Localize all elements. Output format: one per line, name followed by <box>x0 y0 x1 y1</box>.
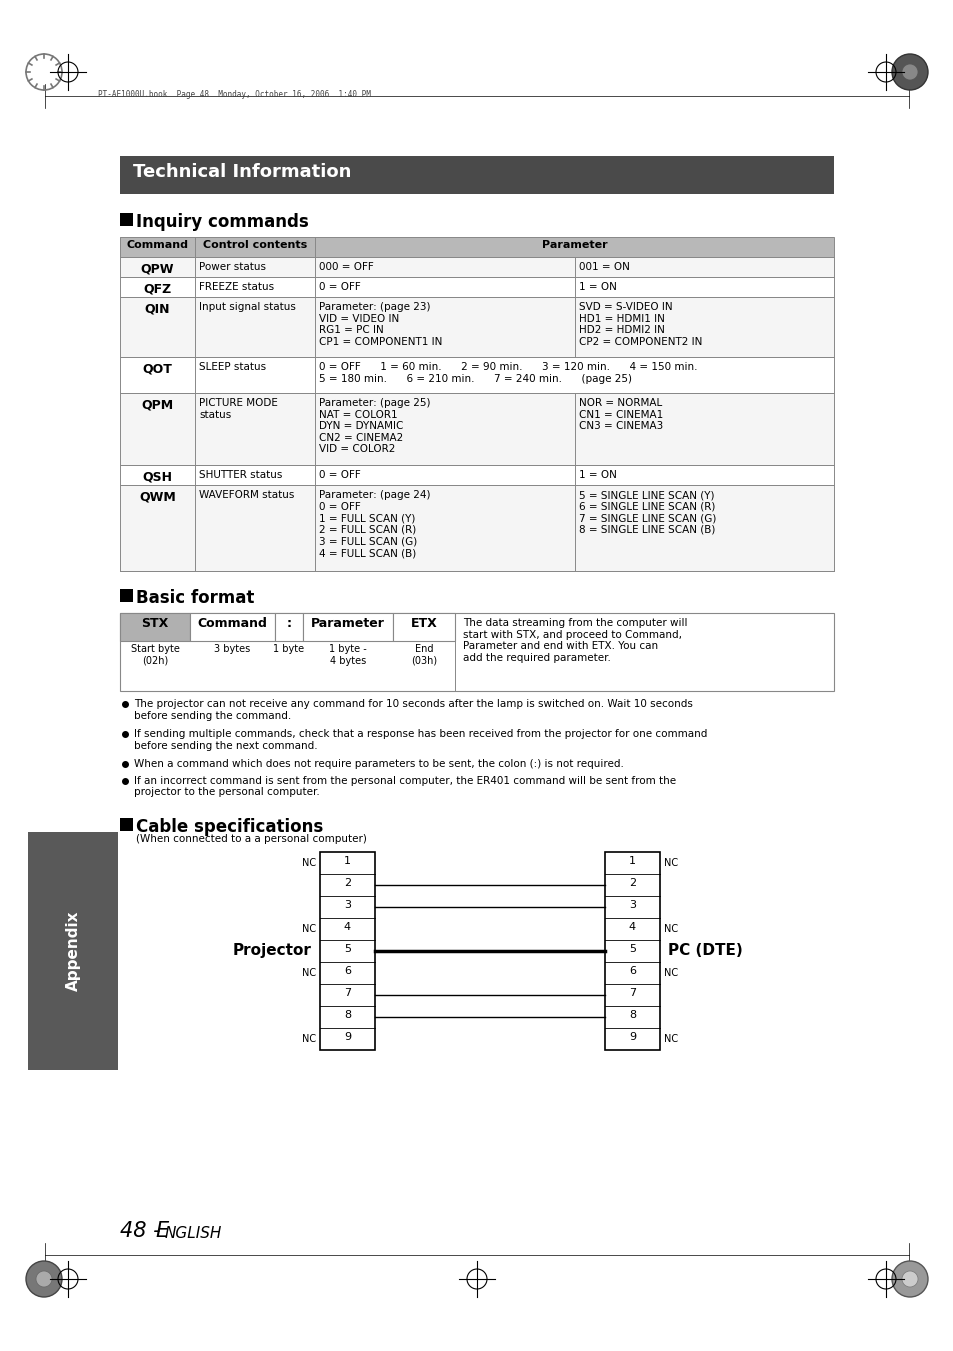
Bar <box>604 851 659 1050</box>
Bar <box>120 485 833 571</box>
Text: Input signal status: Input signal status <box>199 303 295 312</box>
Text: QSH: QSH <box>142 471 172 484</box>
Text: NC: NC <box>663 1034 678 1043</box>
Text: NC: NC <box>663 858 678 867</box>
Text: WAVEFORM status: WAVEFORM status <box>199 490 294 500</box>
Text: Control contents: Control contents <box>203 240 307 250</box>
Text: Start byte
(02h): Start byte (02h) <box>131 644 179 666</box>
Text: Parameter: (page 23)
VID = VIDEO IN
RG1 = PC IN
CP1 = COMPONENT1 IN: Parameter: (page 23) VID = VIDEO IN RG1 … <box>318 303 442 347</box>
Text: NC: NC <box>301 924 315 934</box>
Text: Cable specifications: Cable specifications <box>136 817 323 835</box>
Text: PICTURE MODE
status: PICTURE MODE status <box>199 399 277 420</box>
Text: NC: NC <box>663 924 678 934</box>
Bar <box>319 851 375 1050</box>
Text: Command: Command <box>127 240 189 250</box>
Text: Parameter: (page 24)
0 = OFF
1 = FULL SCAN (Y)
2 = FULL SCAN (R)
3 = FULL SCAN (: Parameter: (page 24) 0 = OFF 1 = FULL SC… <box>318 490 430 558</box>
Text: NC: NC <box>301 1034 315 1043</box>
Text: 5: 5 <box>344 944 351 955</box>
Text: (When connected to a a personal computer): (When connected to a a personal computer… <box>136 834 367 843</box>
Text: 5 = SINGLE LINE SCAN (Y)
6 = SINGLE LINE SCAN (R)
7 = SINGLE LINE SCAN (G)
8 = S: 5 = SINGLE LINE SCAN (Y) 6 = SINGLE LINE… <box>578 490 716 535</box>
Bar <box>120 213 132 226</box>
Text: Projector: Projector <box>233 943 312 958</box>
Text: SVD = S-VIDEO IN
HD1 = HDMI1 IN
HD2 = HDMI2 IN
CP2 = COMPONENT2 IN: SVD = S-VIDEO IN HD1 = HDMI1 IN HD2 = HD… <box>578 303 701 347</box>
Text: 0 = OFF      1 = 60 min.      2 = 90 min.      3 = 120 min.      4 = 150 min.
5 : 0 = OFF 1 = 60 min. 2 = 90 min. 3 = 120 … <box>318 362 697 384</box>
Text: FREEZE status: FREEZE status <box>199 282 274 292</box>
Text: The projector can not receive any command for 10 seconds after the lamp is switc: The projector can not receive any comman… <box>133 698 692 720</box>
Text: When a command which does not require parameters to be sent, the colon (:) is no: When a command which does not require pa… <box>133 759 623 769</box>
Text: 001 = ON: 001 = ON <box>578 262 629 272</box>
Bar <box>120 465 833 485</box>
Text: ETX: ETX <box>410 617 436 630</box>
Bar <box>28 831 118 1070</box>
Text: Parameter: (page 25)
NAT = COLOR1
DYN = DYNAMIC
CN2 = CINEMA2
VID = COLOR2: Parameter: (page 25) NAT = COLOR1 DYN = … <box>318 399 430 454</box>
Circle shape <box>901 1271 917 1288</box>
Text: 9: 9 <box>344 1032 351 1043</box>
Text: NC: NC <box>663 967 678 978</box>
Bar <box>120 297 833 357</box>
Text: Command: Command <box>197 617 267 630</box>
Text: NOR = NORMAL
CN1 = CINEMA1
CN3 = CINEMA3: NOR = NORMAL CN1 = CINEMA1 CN3 = CINEMA3 <box>578 399 662 431</box>
Text: 1: 1 <box>628 857 636 866</box>
Text: PT-AE1000U.book  Page 48  Monday, October 16, 2006  1:40 PM: PT-AE1000U.book Page 48 Monday, October … <box>98 91 371 99</box>
Text: 1 = ON: 1 = ON <box>578 282 617 292</box>
Circle shape <box>891 54 927 91</box>
Text: Power status: Power status <box>199 262 266 272</box>
Text: 4: 4 <box>344 923 351 932</box>
Text: NGLISH: NGLISH <box>165 1225 222 1242</box>
Text: 2: 2 <box>628 878 636 889</box>
Bar <box>120 613 190 640</box>
Bar <box>120 817 132 831</box>
Text: 1: 1 <box>344 857 351 866</box>
Text: Technical Information: Technical Information <box>132 163 351 181</box>
Text: Parameter: Parameter <box>541 240 607 250</box>
Text: SHUTTER status: SHUTTER status <box>199 470 282 480</box>
Bar <box>120 613 833 690</box>
Bar <box>120 236 833 257</box>
Text: PC (DTE): PC (DTE) <box>667 943 742 958</box>
Text: 8: 8 <box>344 1011 351 1020</box>
Text: 1 = ON: 1 = ON <box>578 470 617 480</box>
Text: QIN: QIN <box>145 303 170 316</box>
Text: 3: 3 <box>344 901 351 911</box>
Text: 3: 3 <box>628 901 636 911</box>
Bar <box>190 613 274 640</box>
Text: QPM: QPM <box>141 399 173 412</box>
Circle shape <box>901 63 917 80</box>
Text: E: E <box>154 1221 168 1242</box>
Bar <box>120 236 833 257</box>
Bar <box>120 277 833 297</box>
Text: Inquiry commands: Inquiry commands <box>136 213 309 231</box>
Text: QOT: QOT <box>142 363 172 376</box>
Bar <box>120 357 833 393</box>
Text: 7: 7 <box>344 989 351 998</box>
Text: 0 = OFF: 0 = OFF <box>318 470 360 480</box>
Text: 48 -: 48 - <box>120 1221 167 1242</box>
Bar <box>274 613 303 640</box>
Bar <box>120 257 833 277</box>
Text: STX: STX <box>141 617 169 630</box>
Text: 8: 8 <box>628 1011 636 1020</box>
Circle shape <box>36 1271 52 1288</box>
Text: The data streaming from the computer will
start with STX, and proceed to Command: The data streaming from the computer wil… <box>462 617 687 663</box>
Text: 1 byte: 1 byte <box>274 644 304 654</box>
Text: 5: 5 <box>628 944 636 955</box>
Text: Parameter: Parameter <box>311 617 384 630</box>
Bar <box>120 155 833 195</box>
Text: 6: 6 <box>628 966 636 977</box>
Text: 000 = OFF: 000 = OFF <box>318 262 374 272</box>
Text: SLEEP status: SLEEP status <box>199 362 266 372</box>
Bar <box>120 589 132 603</box>
Text: QFZ: QFZ <box>143 282 172 296</box>
Text: 2: 2 <box>344 878 351 889</box>
Text: 9: 9 <box>628 1032 636 1043</box>
Text: Basic format: Basic format <box>136 589 254 607</box>
Text: QWM: QWM <box>139 490 175 504</box>
Bar <box>303 613 393 640</box>
Text: 3 bytes: 3 bytes <box>214 644 251 654</box>
Text: If an incorrect command is sent from the personal computer, the ER401 command wi: If an incorrect command is sent from the… <box>133 775 676 797</box>
Text: 4: 4 <box>628 923 636 932</box>
Text: End
(03h): End (03h) <box>411 644 436 666</box>
Circle shape <box>891 1260 927 1297</box>
Bar <box>120 393 833 465</box>
Text: If sending multiple commands, check that a response has been received from the p: If sending multiple commands, check that… <box>133 730 706 751</box>
